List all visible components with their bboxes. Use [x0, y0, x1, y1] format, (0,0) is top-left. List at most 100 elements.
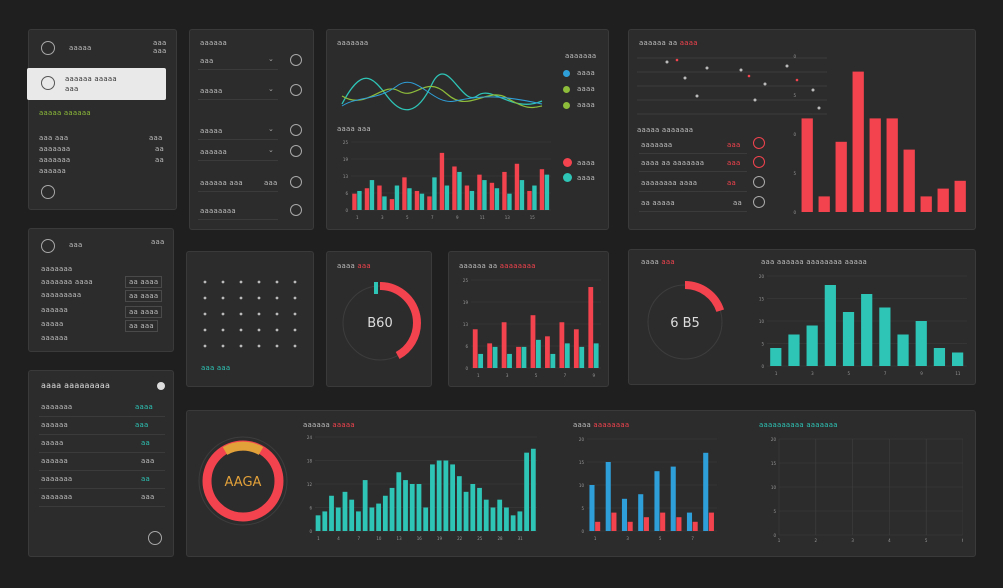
selected-sub: aaa — [65, 85, 79, 93]
filter-panel: aaaaaa aaa ⌄ aaaaa ⌄ aaaaa ⌄ aaaaaa ⌄ aaaaaa… — [189, 29, 314, 230]
menu-item[interactable]: aaa aaa — [39, 134, 69, 142]
bar — [377, 185, 382, 210]
settings-icon[interactable] — [41, 185, 55, 199]
y-tick-label: 15 — [759, 297, 765, 302]
bar — [487, 343, 493, 368]
dropdown[interactable]: aaaaaa ⌄ — [198, 143, 278, 161]
settings-icon[interactable] — [148, 531, 162, 545]
bar — [439, 152, 445, 210]
menu-panel: aaaaa aaa aaa aaaaaa aaaaa aaa aaaaa aaa… — [27, 29, 177, 210]
bar — [835, 141, 847, 212]
x-tick-label: 3 — [626, 536, 629, 541]
bar — [469, 190, 475, 210]
menu-item[interactable]: aaaaaaa — [39, 156, 71, 164]
bar — [416, 484, 422, 531]
alert-icon[interactable] — [753, 156, 765, 168]
x-tick-label: 1 — [317, 536, 320, 541]
list-row[interactable]: aaaaa aa — [39, 435, 165, 453]
bar — [801, 118, 813, 212]
x-tick-label: 3 — [851, 538, 854, 543]
value-field[interactable]: aa aaaa — [125, 276, 163, 288]
donut-gauge: B60 — [339, 282, 421, 364]
gear-icon[interactable] — [290, 54, 302, 66]
alert-icon[interactable] — [753, 137, 765, 149]
row-label: aaaaaaaaa — [41, 291, 82, 299]
x-tick-label: 9 — [593, 373, 596, 378]
bar — [897, 334, 909, 366]
user-icon — [41, 76, 55, 90]
y-tick-label: 25 — [343, 140, 349, 145]
bar — [638, 494, 644, 531]
field[interactable]: aaaaaaaa — [198, 202, 278, 220]
panel-title: aaaaa — [69, 44, 92, 52]
line-chart — [341, 73, 543, 111]
x-tick-label: 7 — [691, 536, 694, 541]
y-tick-label: 13 — [343, 174, 349, 179]
bar — [352, 193, 357, 210]
bar — [516, 346, 521, 368]
gear-icon[interactable] — [290, 176, 302, 188]
list-row[interactable]: aaaaaaa aaa — [39, 489, 165, 507]
legend-dot — [563, 173, 572, 182]
list-panel: aaaa aaaaaaaaa aaaaaaa aaaa aaaaaa aaa aaa… — [28, 370, 174, 557]
empty-chart: 20 15 10 5 01 2 3 4 5 6 — [771, 437, 963, 543]
alert-row[interactable]: aaaa aa aaaaaaa aaa — [639, 154, 747, 172]
alert-row[interactable]: aa aaaaa aa — [639, 194, 747, 212]
dropdown[interactable]: aaaaa ⌄ — [198, 122, 278, 140]
menu-item[interactable]: aaaaaaa — [39, 145, 71, 153]
dot — [239, 312, 243, 316]
value-field[interactable]: aa aaaa — [125, 306, 163, 318]
x-tick-label: 7 — [357, 536, 360, 541]
alert-icon[interactable] — [753, 196, 765, 208]
legend-dot — [563, 102, 570, 109]
alert-row[interactable]: aaaaaaa aaa — [639, 136, 747, 154]
panel-title: aaaaaa aa aaaaaaaa — [459, 262, 536, 270]
legend-label: aaaa — [577, 69, 595, 77]
alert-icon[interactable] — [753, 176, 765, 188]
field[interactable]: aaaaaa aaa aaa — [198, 174, 278, 192]
dropdown[interactable]: aaaaa ⌄ — [198, 82, 278, 100]
selected-item[interactable]: aaaaaa aaaaa aaa — [27, 68, 166, 100]
list-row[interactable]: aaaaaaa aaaa — [39, 399, 165, 417]
x-tick-label: 4 — [888, 538, 891, 543]
eye-icon[interactable] — [290, 124, 302, 136]
toggle-icon[interactable] — [157, 382, 165, 390]
account-panel: aaa aaa aaaaaaa aaaaaaa aaaa aaaaaaaaa a… — [28, 228, 174, 352]
bar — [427, 196, 432, 210]
panel-title: aaaa aaa — [337, 262, 371, 270]
bar — [389, 199, 395, 210]
y-tick-label: 13 — [463, 322, 469, 327]
bar — [937, 188, 949, 212]
y-tick-label: 6 — [309, 506, 312, 511]
bar — [869, 118, 881, 212]
bar-chart-red: 20 15 10 5 0 — [793, 54, 966, 215]
gear-icon[interactable] — [290, 84, 302, 96]
dropdown[interactable]: aaa ⌄ — [198, 52, 278, 70]
user-icon[interactable] — [41, 41, 55, 55]
eye-icon[interactable] — [290, 204, 302, 216]
gear-icon[interactable] — [290, 145, 302, 157]
bar — [444, 185, 450, 210]
donut-gauge-large: AAGA — [198, 436, 288, 526]
bar — [510, 515, 516, 531]
value-field[interactable]: aa aaaa — [125, 290, 163, 302]
y-tick-label: 10 — [771, 485, 777, 490]
dot — [257, 312, 261, 316]
bar — [686, 512, 693, 531]
bar — [483, 499, 489, 531]
bar — [492, 346, 498, 368]
alert-row[interactable]: aaaaaaaa aaaa aa — [639, 174, 747, 192]
menu-item[interactable]: aaaaaa — [39, 167, 66, 175]
compare-panel: aaaaaa aa aaaaaaaa 25 19 13 6 0 1 3 5 7 9 — [448, 251, 609, 387]
user-icon[interactable] — [41, 239, 55, 253]
value-field[interactable]: aa aaa — [125, 320, 158, 332]
bar — [524, 452, 529, 531]
bar — [396, 472, 402, 531]
dot — [203, 328, 207, 332]
chart-title: aaa aaaaaa aaaaaaaa aaaaa — [761, 258, 868, 266]
dot — [275, 312, 279, 316]
